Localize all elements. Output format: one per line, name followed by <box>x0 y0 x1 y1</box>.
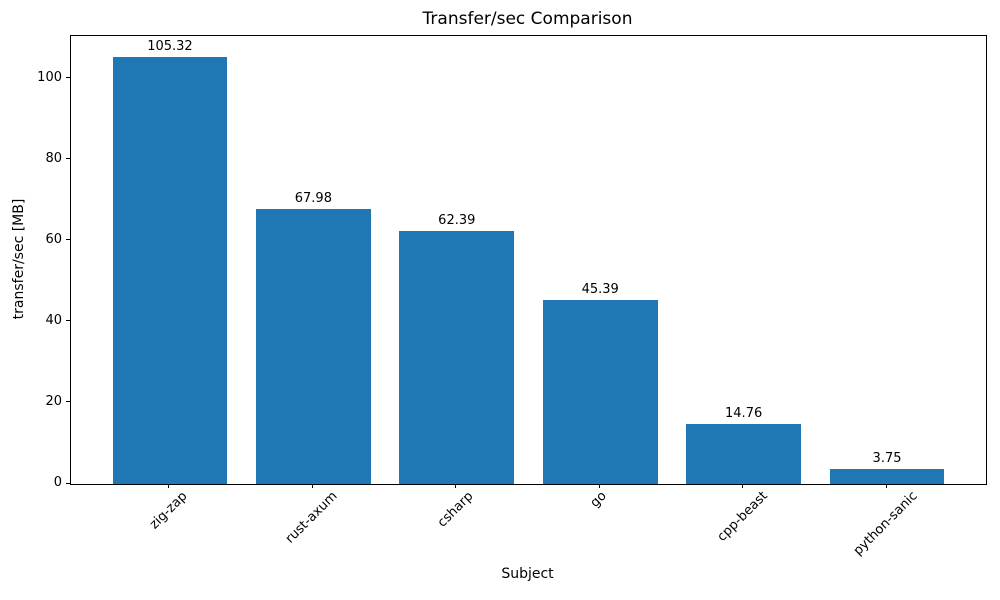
x-tick-mark <box>311 484 313 488</box>
y-tick-mark <box>66 158 70 160</box>
x-tick-label-go: go <box>587 488 610 511</box>
y-tick-label: 60 <box>45 231 62 247</box>
x-tick-mark <box>455 484 457 488</box>
x-tick-mark <box>885 484 887 488</box>
x-tick-mark <box>598 484 600 488</box>
bar-rust-axum <box>256 208 371 484</box>
y-tick-mark <box>66 239 70 241</box>
bar-value-label: 62.39 <box>438 213 476 229</box>
bars-layer: 105.32 67.98 62.39 45.39 14.76 3.75 <box>71 36 986 484</box>
y-axis-label: transfer/sec [MB] <box>11 198 27 320</box>
x-tick-label-rust-axum: rust-axum <box>283 489 341 547</box>
x-tick-label-zig-zap: zig-zap <box>146 488 191 533</box>
y-tick-mark <box>66 482 70 484</box>
x-tick-label-python-sanic: python-sanic <box>850 488 921 559</box>
x-tick-label-csharp: csharp <box>434 489 477 531</box>
bar-value-label: 105.32 <box>147 39 193 55</box>
bar-value-label: 14.76 <box>725 406 763 422</box>
x-tick-mark <box>742 484 744 488</box>
bar-csharp <box>399 231 515 484</box>
y-tick-mark <box>66 320 70 322</box>
y-tick-label: 20 <box>45 393 62 409</box>
bar-value-label: 3.75 <box>872 450 902 466</box>
bar-go <box>542 300 658 484</box>
y-tick-mark <box>66 77 70 79</box>
y-tick-label: 100 <box>37 69 62 85</box>
bar-zig-zap <box>112 57 228 484</box>
bar-cpp-beast <box>686 424 801 484</box>
y-tick-label: 40 <box>45 312 62 328</box>
x-tick-label-cpp-beast: cpp-beast <box>714 488 771 545</box>
bar-value-label: 67.98 <box>294 190 332 206</box>
bar-python-sanic <box>829 468 945 484</box>
x-tick-mark <box>168 484 170 488</box>
y-tick-mark <box>66 401 70 403</box>
x-axis-label: Subject <box>501 566 554 582</box>
y-tick-label: 0 <box>53 475 62 490</box>
plot-area: 105.32 67.98 62.39 45.39 14.76 3.75 <box>70 35 987 485</box>
chart-title: Transfer/sec Comparison <box>422 9 633 29</box>
bar-value-label: 45.39 <box>581 282 619 298</box>
y-tick-label: 80 <box>45 150 62 166</box>
